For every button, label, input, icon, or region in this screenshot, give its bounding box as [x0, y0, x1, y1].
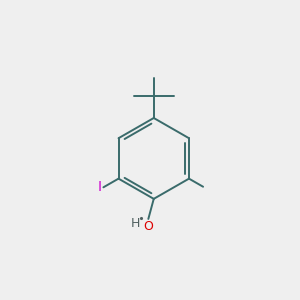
Text: O: O — [143, 220, 153, 233]
Text: I: I — [98, 180, 102, 194]
Text: H: H — [131, 217, 140, 230]
